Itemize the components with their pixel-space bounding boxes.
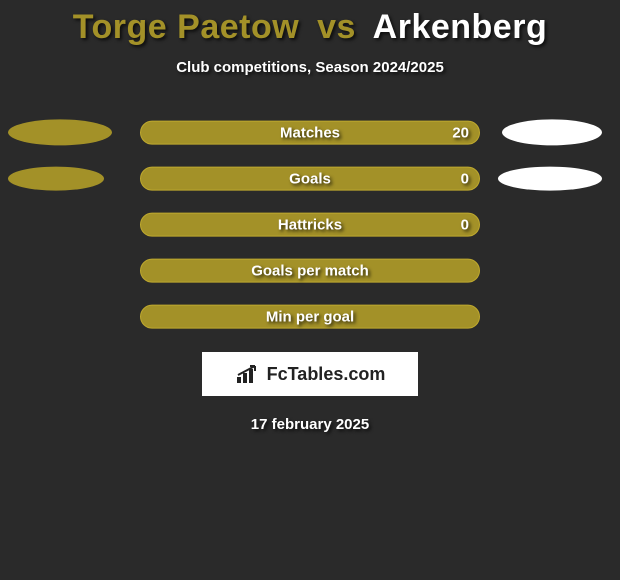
stat-label: Min per goal (141, 308, 479, 325)
stat-value: 20 (452, 124, 469, 141)
stat-row: Goals0 (0, 158, 620, 204)
date-line: 17 february 2025 (0, 416, 620, 433)
logo-text: FcTables.com (267, 364, 386, 385)
stats-chart: Matches20Goals0Hattricks0Goals per match… (0, 112, 620, 342)
stat-bar: Goals per match (140, 259, 480, 283)
stat-value: 0 (461, 170, 469, 187)
stat-label: Hattricks (141, 216, 479, 233)
player1-name: Torge Paetow (73, 8, 299, 46)
bar-chart-arrow-icon (235, 363, 261, 385)
stat-label: Goals per match (141, 262, 479, 279)
player2-ellipse (502, 119, 602, 145)
player1-ellipse (8, 119, 112, 145)
player2-name: Arkenberg (373, 8, 548, 46)
stat-bar: Goals0 (140, 167, 480, 191)
comparison-title: Torge Paetow vs Arkenberg (0, 0, 620, 47)
stat-bar: Hattricks0 (140, 213, 480, 237)
stat-row: Matches20 (0, 112, 620, 158)
fctables-logo: FcTables.com (202, 352, 418, 396)
stat-bar: Min per goal (140, 305, 480, 329)
stat-label: Goals (141, 170, 479, 187)
stat-row: Goals per match (0, 250, 620, 296)
subtitle: Club competitions, Season 2024/2025 (0, 59, 620, 76)
stat-value: 0 (461, 216, 469, 233)
stat-label: Matches (141, 124, 479, 141)
player1-ellipse (8, 167, 104, 191)
stat-bar: Matches20 (140, 121, 480, 145)
vs-text: vs (317, 8, 356, 46)
player2-ellipse (498, 167, 602, 191)
stat-row: Min per goal (0, 296, 620, 342)
stat-row: Hattricks0 (0, 204, 620, 250)
